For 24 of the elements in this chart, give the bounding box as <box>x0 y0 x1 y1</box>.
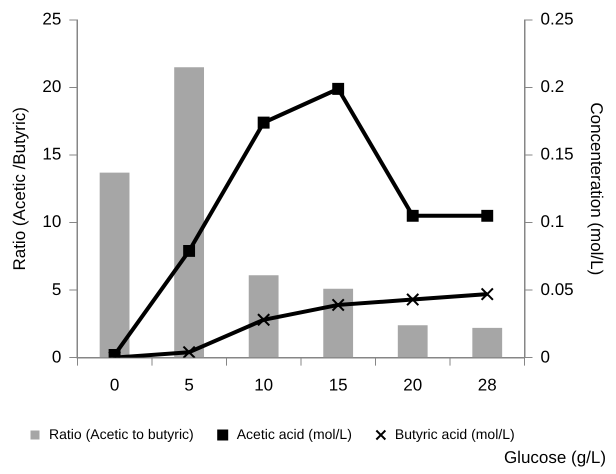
y-tick-label: 20 <box>42 77 62 96</box>
x-tick-label: 20 <box>403 375 422 394</box>
x-tick-label: 10 <box>254 375 274 394</box>
y-tick-label: 15 <box>42 144 62 164</box>
y2-tick-label: 0.2 <box>540 77 564 96</box>
y2-axis-title: Concenteration (mol/L) <box>587 102 606 276</box>
y2-tick-label: 0.1 <box>540 212 564 232</box>
legend-label: Ratio (Acetic to butyric) <box>49 426 194 442</box>
x-tick-label: 0 <box>110 375 120 394</box>
x-tick-label: 15 <box>328 375 348 394</box>
x-tick-label: 28 <box>478 375 497 394</box>
x-axis-title: Glucose (g/L) <box>504 448 606 468</box>
y2-tick-label: 0.05 <box>540 280 574 299</box>
y-axis-title: Ratio (Acetic /Butyric) <box>10 107 29 271</box>
y-tick-label: 0 <box>52 347 62 366</box>
x-tick-label: 5 <box>184 375 194 394</box>
y-tick-label: 10 <box>42 212 62 232</box>
legend-label: Acetic acid (mol/L) <box>236 426 352 442</box>
y-tick-label: 25 <box>42 10 62 29</box>
y-tick-label: 5 <box>52 280 62 299</box>
y2-tick-label: 0.15 <box>540 144 574 164</box>
y2-tick-label: 0.25 <box>540 10 574 29</box>
legend-label: Butyric acid (mol/L) <box>394 426 515 442</box>
y2-tick-label: 0 <box>540 347 550 366</box>
